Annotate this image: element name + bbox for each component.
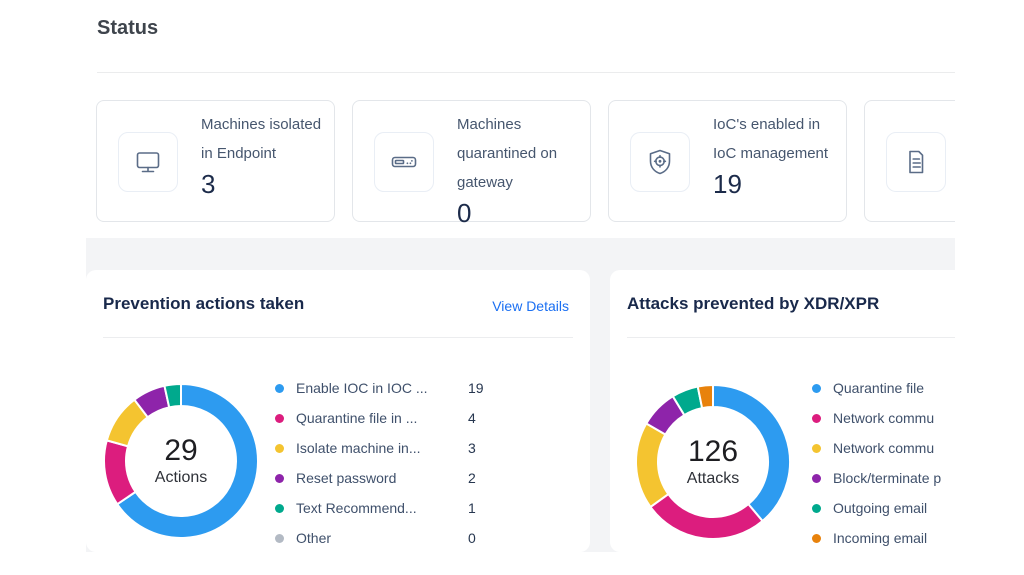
- status-cards-row: Machines isolated in Endpoint 3 Machines q…: [96, 100, 955, 228]
- legend-prevention: Enable IOC in IOC ... 19 Quarantine file i…: [275, 373, 484, 553]
- legend-row[interactable]: Incoming email: [812, 523, 941, 553]
- legend-label: Other: [296, 530, 332, 546]
- donut-segment[interactable]: [635, 422, 670, 509]
- donut-svg: [103, 382, 259, 539]
- legend-row[interactable]: Outgoing email: [812, 493, 941, 523]
- panel-attacks-prevented: Attacks prevented by XDR/XPR 126 Attacks…: [610, 270, 955, 552]
- card-value: 0: [457, 198, 472, 228]
- card-value: 19: [713, 169, 742, 199]
- legend-label: Block/terminate p: [833, 470, 942, 486]
- donut-segment[interactable]: [712, 383, 791, 523]
- dashboard-content: Status Machines isolated in Endpoint 3 Mac…: [86, 17, 955, 552]
- donut-chart-prevention: 29 Actions: [101, 381, 261, 541]
- legend-dot-icon: [812, 413, 821, 423]
- legend-row[interactable]: Reset password 2: [275, 463, 484, 493]
- panel-divider: [627, 337, 955, 338]
- view-details-link[interactable]: View Details: [492, 298, 569, 314]
- card-value: 3: [201, 169, 216, 199]
- document-icon: [886, 132, 946, 192]
- legend-value: 4: [468, 410, 476, 426]
- status-card[interactable]: IoC's enabled in IoC management 19: [608, 100, 847, 222]
- status-card[interactable]: Machines isolated in Endpoint 3: [96, 100, 335, 222]
- legend-attacks: Quarantine file Network commu Network comm…: [812, 373, 941, 553]
- legend-row[interactable]: Block/terminate p: [812, 463, 941, 493]
- legend-dot-icon: [812, 383, 821, 393]
- legend-row[interactable]: Quarantine file: [812, 373, 941, 403]
- gateway-icon: [374, 132, 434, 192]
- legend-label: Network commu: [833, 440, 935, 456]
- legend-label: Enable IOC in IOC ...: [296, 380, 428, 396]
- legend-dot-icon: [275, 473, 284, 483]
- donut-segment[interactable]: [649, 492, 764, 540]
- legend-row[interactable]: Quarantine file in ... 4: [275, 403, 484, 433]
- legend-row[interactable]: Network commu: [812, 403, 941, 433]
- page-title: Status: [97, 17, 159, 39]
- legend-dot-icon: [812, 533, 821, 543]
- panel-divider: [103, 337, 573, 338]
- donut-segment[interactable]: [696, 383, 714, 410]
- legend-label: Quarantine file: [833, 380, 925, 396]
- card-label: IoC's enabled in IoC management: [713, 116, 829, 162]
- legend-value: 0: [468, 530, 476, 546]
- legend-dot-icon: [812, 443, 821, 453]
- legend-dot-icon: [275, 533, 284, 543]
- panel-title: Attacks prevented by XDR/XPR: [627, 294, 880, 313]
- donut-segment[interactable]: [115, 382, 259, 539]
- card-label: Machines quarantined on gateway: [457, 116, 558, 191]
- donut-segment[interactable]: [103, 439, 137, 506]
- status-card[interactable]: Machines quarantined on gateway 0: [352, 100, 591, 228]
- legend-label: Isolate machine in...: [296, 440, 421, 456]
- legend-dot-icon: [275, 503, 284, 513]
- donut-svg: [635, 383, 791, 540]
- legend-row[interactable]: Enable IOC in IOC ... 19: [275, 373, 484, 403]
- legend-row[interactable]: Isolate machine in... 3: [275, 433, 484, 463]
- legend-dot-icon: [812, 473, 821, 483]
- card-label: Machines isolated in Endpoint: [201, 116, 322, 162]
- legend-label: Incoming email: [833, 530, 928, 546]
- legend-row[interactable]: Network commu: [812, 433, 941, 463]
- donut-segment[interactable]: [163, 382, 182, 409]
- shield-target-icon: [630, 132, 690, 192]
- legend-value: 19: [468, 380, 484, 396]
- legend-dot-icon: [812, 503, 821, 513]
- donut-chart-attacks: 126 Attacks: [633, 382, 793, 542]
- legend-value: 2: [468, 470, 476, 486]
- panel-prevention-actions: Prevention actions taken View Details 29…: [86, 270, 590, 552]
- legend-row[interactable]: Text Recommend... 1: [275, 493, 484, 523]
- legend-value: 3: [468, 440, 476, 456]
- legend-label: Text Recommend...: [296, 500, 417, 516]
- legend-label: Network commu: [833, 410, 935, 426]
- legend-row[interactable]: Other 0: [275, 523, 484, 553]
- legend-label: Reset password: [296, 470, 397, 486]
- monitor-icon: [118, 132, 178, 192]
- section-divider: [97, 72, 955, 73]
- legend-value: 1: [468, 500, 476, 516]
- legend-dot-icon: [275, 443, 284, 453]
- status-card[interactable]: [864, 100, 955, 222]
- legend-label: Quarantine file in ...: [296, 410, 418, 426]
- panel-title: Prevention actions taken: [103, 294, 305, 313]
- legend-label: Outgoing email: [833, 500, 928, 516]
- legend-dot-icon: [275, 413, 284, 423]
- legend-dot-icon: [275, 383, 284, 393]
